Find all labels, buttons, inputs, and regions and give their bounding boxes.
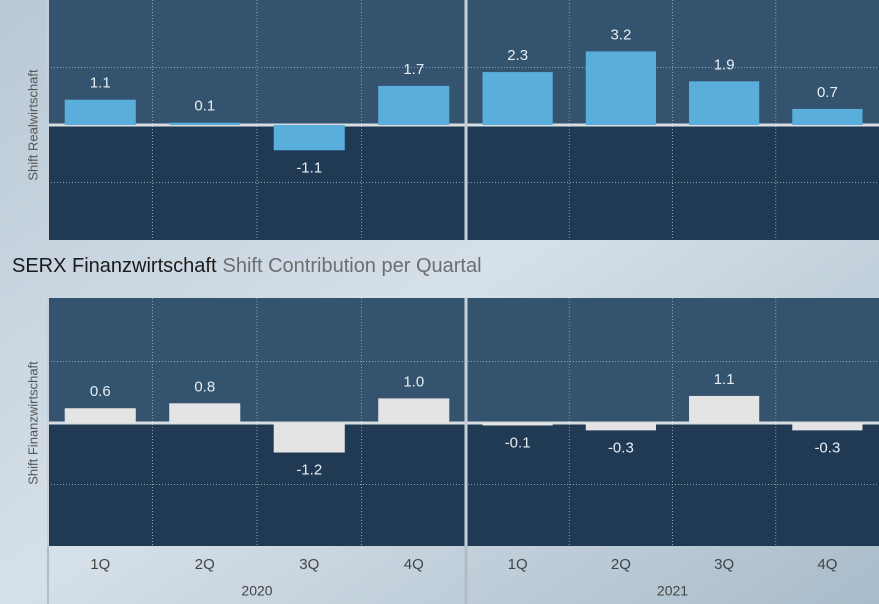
- data-label: 1.0: [403, 373, 424, 390]
- bar: [273, 423, 345, 453]
- data-label: 0.6: [90, 383, 111, 400]
- bar: [64, 408, 136, 423]
- bar: [585, 51, 656, 125]
- x-tick-label: 4Q: [404, 556, 424, 573]
- plots: 1.1 0.1 -1.1 1.7 2.3 3.2 1.9 0.7 Shift Realwirts…: [25, 0, 879, 604]
- data-label: 1.1: [90, 75, 111, 92]
- subtitle: Shift Contribution per Quartal: [223, 255, 482, 277]
- bar: [273, 125, 345, 151]
- x-group-label: 2020: [241, 583, 272, 599]
- panel-lower: [48, 125, 879, 240]
- x-tick-label: 1Q: [90, 556, 110, 573]
- chart-title: SERX Finanzwirtschaft Shift Contribution …: [12, 255, 482, 277]
- bar: [585, 423, 656, 431]
- data-label: 1.9: [714, 56, 735, 73]
- bar: [169, 403, 241, 423]
- x-tick-label: 4Q: [817, 556, 837, 573]
- x-tick-label: 3Q: [299, 556, 319, 573]
- data-label: -0.3: [608, 439, 634, 456]
- bar: [64, 99, 136, 125]
- data-label: 3.2: [610, 26, 631, 43]
- data-label: -1.1: [296, 159, 322, 176]
- x-tick-label: 1Q: [508, 556, 528, 573]
- data-label: -0.3: [814, 439, 840, 456]
- x-group-label: 2021: [657, 583, 688, 599]
- data-label: -1.2: [296, 461, 322, 478]
- bar: [482, 423, 553, 426]
- data-label: 0.7: [817, 84, 838, 101]
- bar: [689, 395, 760, 423]
- x-tick-label: 3Q: [714, 556, 734, 573]
- bar: [689, 81, 760, 125]
- data-label: 0.8: [194, 378, 215, 395]
- y-axis-label: Shift Realwirtschaft: [25, 69, 40, 181]
- bar: [378, 398, 450, 423]
- y-axis-label: Shift Finanzwirtschaft: [25, 361, 40, 485]
- data-label: 0.1: [194, 98, 215, 115]
- title: SERX Finanzwirtschaft: [12, 255, 217, 277]
- x-tick-label: 2Q: [611, 556, 631, 573]
- data-label: 1.1: [714, 371, 735, 388]
- bar: [792, 423, 863, 431]
- bar: [169, 122, 241, 125]
- data-label: 1.7: [403, 61, 424, 78]
- x-tick-label: 2Q: [195, 556, 215, 573]
- data-label: -0.1: [505, 434, 531, 451]
- bar: [792, 108, 863, 125]
- data-label: 2.3: [507, 47, 528, 64]
- bar: [378, 85, 450, 125]
- panel-lower: [48, 423, 879, 546]
- bar: [482, 72, 553, 125]
